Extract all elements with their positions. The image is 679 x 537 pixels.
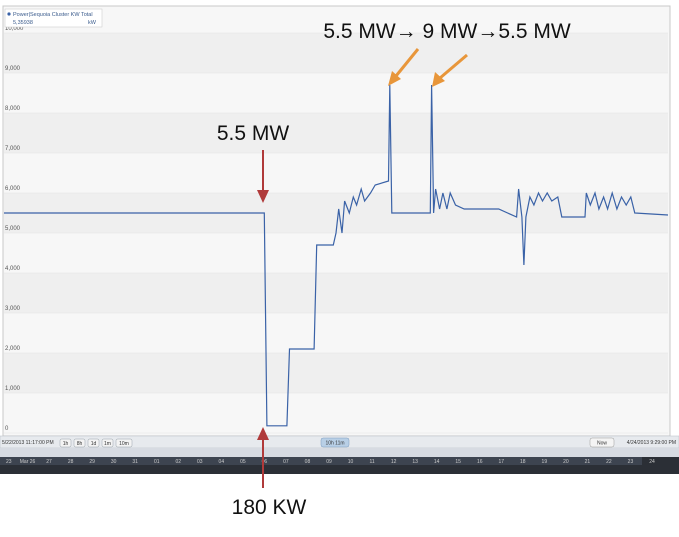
annotation-arrows: [257, 48, 468, 488]
orange-arrow-2: [439, 53, 468, 80]
timeline-label: 30: [111, 459, 117, 465]
zoom-button-1d[interactable]: 1d: [87, 438, 100, 448]
y-tick-label: 6,000: [5, 186, 21, 192]
annotation-left: 5.5 MW: [217, 122, 290, 145]
y-tick-label: 2,000: [5, 346, 21, 352]
timeline-label: 27: [46, 459, 52, 465]
y-tick-label: 3,000: [5, 306, 21, 312]
y-tick-label: 8,000: [5, 106, 21, 112]
timeline-label: 06: [262, 459, 268, 465]
timeline-label: 12: [391, 459, 397, 465]
zoom-buttons: 1h 8h 1d 1m 10m: [59, 438, 133, 448]
legend-value: 5,35938: [13, 20, 33, 26]
timeline-label: 20: [563, 459, 569, 465]
timeline-label: 08: [305, 459, 311, 465]
timeline-label: 09: [326, 459, 332, 465]
timeline-label: 23: [6, 459, 12, 465]
legend: Power|Sequoia Cluster KW Total 5,35938 k…: [4, 8, 103, 28]
grid-band: [4, 273, 668, 313]
timeline-label: 13: [412, 459, 418, 465]
zoom-button-8h[interactable]: 8h: [73, 438, 86, 448]
timeline-label: 31: [132, 459, 138, 465]
legend-marker: [7, 12, 11, 16]
timeline-label: 21: [585, 459, 591, 465]
grid-band: [4, 113, 668, 153]
timeline-label: 10: [348, 459, 354, 465]
timeline[interactable]: 23 Mar 26 27 28 29 30 31 01 02 03 04 05 06 07 08 09 10 11…: [0, 448, 679, 474]
zoom-button-1h[interactable]: 1h: [59, 438, 72, 448]
series-line: [4, 84, 669, 427]
timeline-label: 04: [219, 459, 225, 465]
annotation-top: 5.5 MW→ 9 MW→5.5 MW: [323, 20, 571, 43]
now-label: Now: [597, 441, 607, 447]
zoom-button-label: 8h: [77, 441, 83, 447]
red-arrow-down-head: [257, 190, 269, 203]
y-tick-label: 1,000: [5, 386, 21, 392]
timeline-label: 29: [89, 459, 95, 465]
timeline-label: 15: [455, 459, 461, 465]
range-label-box: 10h 11m: [320, 437, 350, 448]
orange-arrow-1: [394, 48, 420, 77]
timeline-label: 02: [175, 459, 181, 465]
range-label: 10h 11m: [325, 441, 344, 447]
grid-band: [4, 353, 668, 393]
grid: [4, 32, 668, 434]
timeline-label: 11: [369, 459, 374, 465]
grid-band: [4, 33, 668, 73]
timeline-label: 24: [649, 459, 655, 465]
zoom-button-label: 1h: [63, 441, 69, 447]
timeline-label: 16: [477, 459, 483, 465]
y-axis: 0 1,000 2,000 3,000 4,000 5,000 6,000 7,000 8,00…: [5, 26, 24, 432]
y-tick-label: 10,000: [5, 26, 24, 32]
timeline-label: 23: [628, 459, 634, 465]
red-arrow-up-head: [257, 427, 269, 440]
y-tick-label: 4,000: [5, 266, 21, 272]
orange-arrow-1-head: [388, 71, 401, 86]
timeline-label: 14: [434, 459, 440, 465]
controls-bar: 5/22/2013 11:17:00 PM 1h 8h 1d 1m 10m 10h 11…: [0, 435, 679, 449]
annotation-bottom: 180 KW: [232, 496, 307, 519]
timeline-label: 22: [606, 459, 612, 465]
legend-series-label: Power|Sequoia Cluster KW Total: [13, 12, 93, 18]
timeline-label: Mar 26: [20, 459, 36, 465]
timeline-label: 01: [154, 459, 160, 465]
timeline-labels: 23 Mar 26 27 28 29 30 31 01 02 03 04 05 06 07 08 09 10 11…: [6, 459, 655, 465]
zoom-button-10m[interactable]: 10m: [115, 438, 133, 448]
timeline-label: 03: [197, 459, 203, 465]
zoom-button-label: 1m: [104, 441, 111, 447]
now-button[interactable]: Now: [589, 437, 615, 448]
orange-arrow-2-head: [432, 72, 445, 87]
timeline-label: 18: [520, 459, 526, 465]
timeline-label: 19: [542, 459, 548, 465]
timeline-label: 07: [283, 459, 289, 465]
zoom-button-label: 1d: [91, 441, 97, 447]
zoom-button-1m[interactable]: 1m: [101, 438, 114, 448]
y-tick-label: 5,000: [5, 226, 21, 232]
timeline-label: 05: [240, 459, 246, 465]
legend-unit: kW: [88, 20, 97, 26]
timeline-label: 17: [498, 459, 504, 465]
timeline-label: 28: [68, 459, 74, 465]
y-tick-label: 7,000: [5, 146, 21, 152]
y-tick-label: 0: [5, 426, 9, 432]
start-time: 5/22/2013 11:17:00 PM: [2, 440, 54, 446]
zoom-button-label: 10m: [119, 441, 129, 447]
end-time: 4/24/2013 9:29:00 PM: [627, 440, 676, 446]
y-tick-label: 9,000: [5, 66, 21, 72]
timeline-selection[interactable]: [0, 457, 642, 465]
